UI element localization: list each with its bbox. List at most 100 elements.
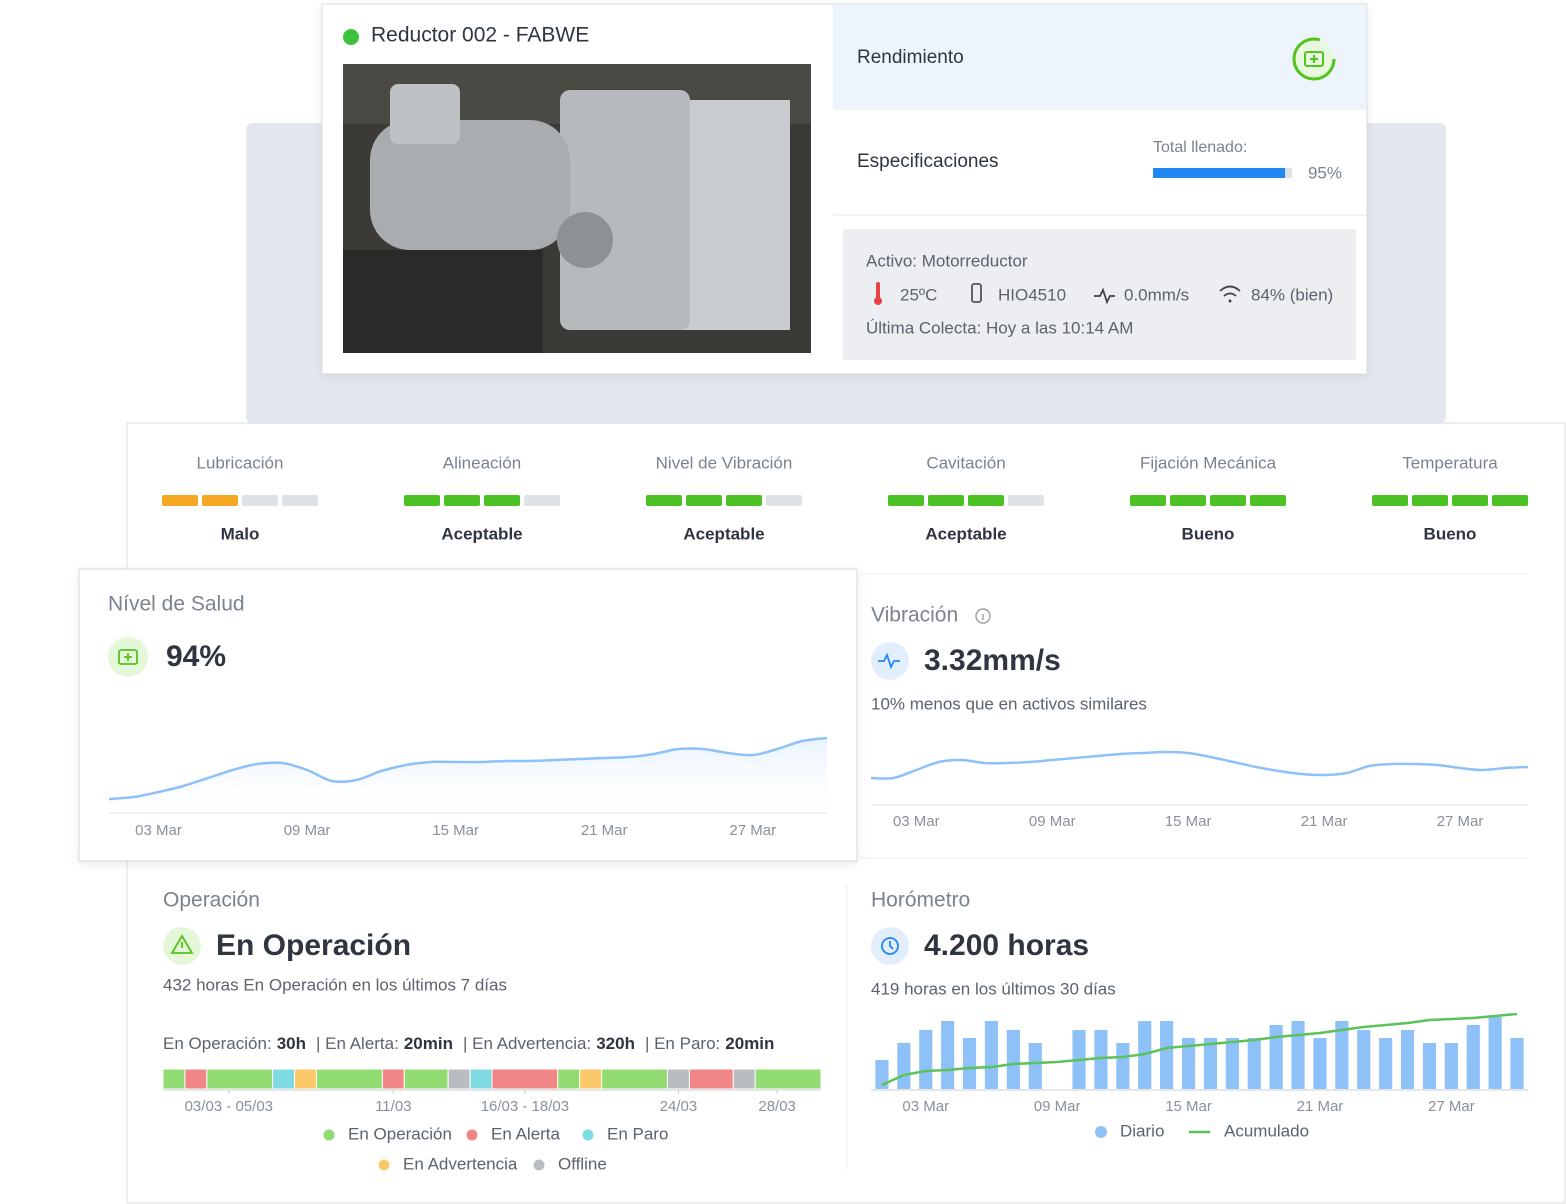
temperature: 25ºC <box>900 285 937 304</box>
info-icon[interactable] <box>975 608 991 624</box>
x-tick-label: 09 Mar <box>1034 1098 1081 1115</box>
bar <box>1335 1021 1349 1089</box>
bar <box>1181 1038 1196 1089</box>
legend-dot <box>378 1159 390 1171</box>
timeline-segment <box>601 1068 668 1090</box>
line <box>870 750 1529 780</box>
x-tick-label: 03 Mar <box>135 822 182 839</box>
timeline-segment <box>732 1068 756 1090</box>
status-dot <box>343 29 359 45</box>
bar <box>1225 1038 1239 1089</box>
operation-badge <box>163 927 201 965</box>
rendimiento-row[interactable] <box>833 5 1366 110</box>
bar <box>984 1021 999 1089</box>
specs-label: Especificaciones <box>857 151 999 172</box>
indicator-status: Malo <box>221 524 260 543</box>
indicator-segment <box>404 495 440 506</box>
bar <box>1400 1030 1415 1089</box>
indicator-segment <box>646 495 682 506</box>
x-tick-label: 27 Mar <box>1428 1098 1475 1115</box>
indicator-segment <box>1412 495 1448 506</box>
indicator-name: Cavitación <box>926 453 1005 472</box>
legend-label: En Advertencia <box>403 1154 518 1173</box>
indicator-status: Bueno <box>1424 524 1477 543</box>
indicator-name: Nivel de Vibración <box>656 453 793 472</box>
bar <box>1269 1025 1283 1089</box>
timeline-segment <box>754 1068 822 1090</box>
timeline-segment <box>469 1068 493 1090</box>
legend-dot <box>582 1129 594 1141</box>
bar <box>1247 1038 1261 1089</box>
legend-dot <box>1095 1126 1107 1138</box>
x-tick-label: 15 Mar <box>432 822 479 839</box>
timeline-segment <box>294 1068 318 1090</box>
vibration: 0.0mm/s <box>1124 285 1189 304</box>
timeline-segment <box>381 1068 405 1090</box>
x-tick-label: 09 Mar <box>1029 813 1076 830</box>
bar <box>875 1060 889 1089</box>
bar <box>1444 1043 1458 1089</box>
line <box>108 736 828 801</box>
asset-title: Reductor 002 - FABWE <box>371 24 589 47</box>
indicator-name: Lubricación <box>197 453 284 472</box>
x-tick-label: 15 Mar <box>1165 1098 1212 1115</box>
health-title: Nível de Salud <box>108 593 245 616</box>
x-tick-label: 21 Mar <box>1301 813 1348 830</box>
x-tick-label: 11/03 <box>375 1098 411 1115</box>
x-tick-label: 28/03 <box>758 1098 796 1115</box>
indicator-segment <box>484 495 520 506</box>
x-tick-label: 27 Mar <box>1437 813 1484 830</box>
summary-label: | En Advertencia: <box>463 1034 591 1053</box>
sensor-id: HIO4510 <box>998 285 1066 304</box>
indicator-segment <box>686 495 722 506</box>
fill-value: 95% <box>1308 163 1342 182</box>
bar <box>1379 1038 1393 1089</box>
indicator-status: Aceptable <box>441 524 522 543</box>
indicator-segment <box>162 495 198 506</box>
timeline-segment <box>184 1068 208 1090</box>
indicator-segment <box>766 495 802 506</box>
indicator-segment <box>1250 495 1286 506</box>
hours-title: Horómetro <box>871 889 970 912</box>
legend-label: Offline <box>558 1154 607 1173</box>
bar <box>919 1030 933 1089</box>
indicator-name: Alineación <box>443 453 521 472</box>
bar <box>1422 1043 1437 1089</box>
x-tick-label: 27 Mar <box>729 822 776 839</box>
timeline-segment <box>162 1068 186 1090</box>
hours-subtitle: 419 horas en los últimos 30 días <box>871 979 1116 998</box>
bar <box>1094 1030 1108 1089</box>
indicator-segment <box>968 495 1004 506</box>
x-tick-label: 09 Mar <box>284 822 331 839</box>
bar <box>1466 1025 1480 1089</box>
summary-label: En Operación: <box>163 1034 272 1053</box>
legend-label: En Paro <box>607 1124 668 1143</box>
timeline-segment <box>579 1068 603 1090</box>
indicator-segment <box>202 495 238 506</box>
timeline-segment <box>447 1068 471 1090</box>
bar <box>1160 1021 1174 1089</box>
signal: 84% (bien) <box>1251 285 1333 304</box>
bar <box>1488 1017 1502 1089</box>
hours-badge <box>871 927 909 965</box>
timeline-segment <box>491 1068 559 1090</box>
legend-dot <box>466 1129 478 1141</box>
indicator-segment <box>1130 495 1166 506</box>
info-box <box>843 229 1356 360</box>
legend-label: Diario <box>1120 1121 1164 1140</box>
operation-title: Operación <box>163 889 260 912</box>
x-tick-label: 24/03 <box>660 1098 698 1115</box>
rendimiento-label: Rendimiento <box>857 47 964 68</box>
vibration-badge <box>871 642 909 680</box>
indicator-segment <box>888 495 924 506</box>
fill-bar <box>1153 168 1286 178</box>
summary-value: 320h <box>596 1034 635 1053</box>
bar <box>1028 1043 1042 1089</box>
timeline-segment <box>557 1068 581 1090</box>
asset-type: Activo: Motorreductor <box>866 251 1028 270</box>
bar <box>941 1021 955 1089</box>
operation-status: En Operación <box>216 929 411 962</box>
indicator-segment <box>524 495 560 506</box>
